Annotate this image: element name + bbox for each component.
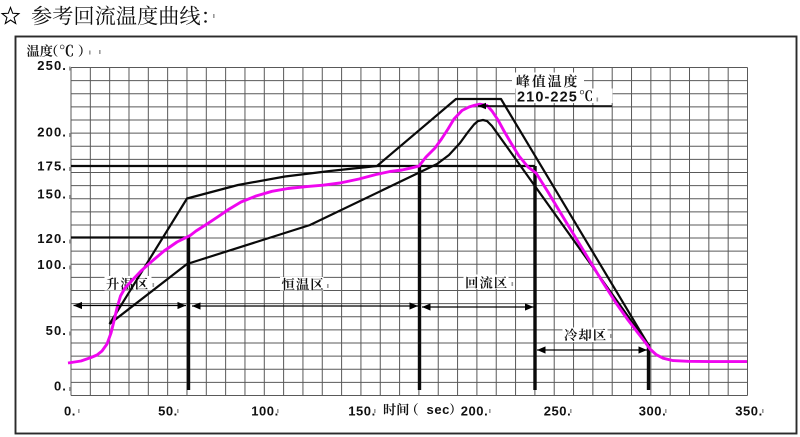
svg-text:210-225: 210-225 [517,90,578,106]
svg-text:sec: sec [427,402,451,417]
svg-text:150.: 150. [348,404,376,419]
svg-text:150.: 150. [37,187,67,202]
svg-text:200.: 200. [37,125,67,140]
svg-text:50.: 50. [46,323,67,338]
svg-text:250.: 250. [37,58,67,73]
svg-text:0.: 0. [64,404,76,419]
svg-text:350.: 350. [735,404,763,419]
svg-text:50.: 50. [158,404,178,419]
svg-text:100.: 100. [251,404,279,419]
svg-text:300.: 300. [639,404,667,419]
svg-text:175.: 175. [37,159,67,174]
svg-text:0.: 0. [54,379,67,394]
svg-text:100.: 100. [37,257,67,272]
svg-text:120.: 120. [37,231,67,246]
svg-text:200.: 200. [461,404,489,419]
svg-text:250.: 250. [544,404,572,419]
